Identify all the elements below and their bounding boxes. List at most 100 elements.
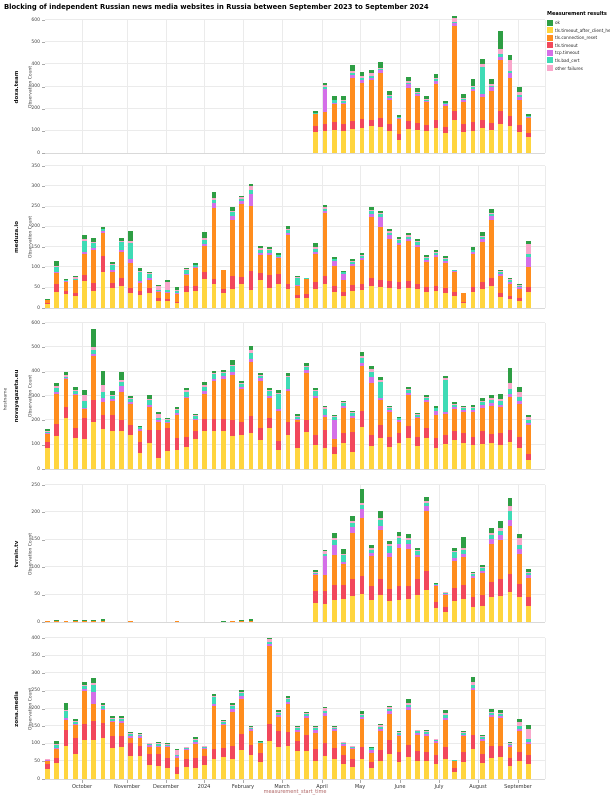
- y-tick-label: 150: [31, 537, 40, 543]
- legend-entry-tls-timeout-after-client-hello[interactable]: tls.timeout_after_client_hello: [547, 27, 610, 34]
- bar-segment-other-failures: [211, 695, 217, 698]
- bar-segment-ok: [174, 407, 180, 410]
- bar-segment-other-failures: [470, 249, 476, 251]
- bar-segment-tls-connection-reset: [331, 731, 337, 748]
- bar-segment-tls-timeout-after-client-hello: [415, 594, 420, 622]
- bar-segment-tls-timeout-after-client-hello: [489, 597, 494, 622]
- bar-segment-tls-timeout: [526, 755, 531, 765]
- bar-segment-tcp-timeout: [479, 239, 485, 242]
- bar-segment-tls-bad-cert: [507, 511, 513, 520]
- y-tick-mark: [42, 708, 45, 710]
- bar-segment-tls-timeout: [516, 436, 522, 448]
- bar-segment-tls-bad-cert: [368, 75, 374, 78]
- bar-segment-tcp-timeout: [276, 256, 282, 259]
- legend-entry-tls-timeout[interactable]: tls.timeout: [547, 42, 609, 49]
- bar-segment-other-failures: [257, 374, 263, 376]
- bar-segment-tcp-timeout: [72, 393, 78, 395]
- gridline-horizontal: [45, 322, 545, 323]
- bar-segment-tls-timeout: [516, 125, 522, 132]
- bar-segment-other-failures: [507, 742, 513, 744]
- bar-segment-tls-bad-cert: [202, 746, 208, 748]
- legend-entry-tcp-timeout[interactable]: tcp.timeout: [547, 49, 609, 56]
- gridline-vertical: [400, 166, 401, 308]
- x-tick-label: April: [316, 783, 328, 790]
- bar-segment-tcp-timeout: [415, 416, 420, 419]
- bar-segment-tls-timeout: [276, 273, 282, 284]
- bar-segment-tls-connection-reset: [72, 725, 78, 738]
- bar-segment-tls-timeout: [45, 302, 50, 304]
- bar-segment-other-failures: [331, 258, 337, 260]
- bar-segment-ok: [452, 547, 457, 551]
- bar-segment-tcp-timeout: [424, 506, 430, 511]
- bar-week-18: [211, 191, 217, 308]
- bar-segment-tls-timeout: [304, 293, 309, 298]
- bar-segment-ok: [526, 113, 531, 116]
- bar-segment-ok: [230, 703, 235, 705]
- bar-segment-ok: [433, 73, 439, 78]
- legend-entry-tls-bad-cert[interactable]: tls.bad_cert: [547, 57, 609, 64]
- bar-segment-tls-connection-reset: [405, 87, 411, 121]
- bar-week-44: [452, 15, 457, 153]
- bar-segment-ok: [285, 696, 291, 698]
- bar-segment-tls-timeout-after-client-hello: [82, 740, 87, 779]
- bar-segment-other-failures: [479, 64, 485, 67]
- bar-segment-tls-bad-cert: [304, 714, 309, 717]
- bar-segment-tls-connection-reset: [461, 736, 467, 753]
- bar-segment-other-failures: [405, 537, 411, 540]
- bar-segment-tls-timeout-after-client-hello: [479, 288, 485, 308]
- bar-segment-tcp-timeout: [526, 742, 531, 744]
- bar-segment-other-failures: [396, 732, 402, 734]
- bar-segment-tls-timeout-after-client-hello: [156, 458, 161, 469]
- bar-week-39: [405, 386, 411, 469]
- facet-label-tvrain.tv: tvrain.tv: [14, 540, 20, 567]
- bar-week-45: [461, 405, 467, 469]
- bar-segment-other-failures: [239, 197, 245, 199]
- bar-segment-tls-bad-cert: [516, 544, 522, 550]
- bar-segment-tls-timeout-after-client-hello: [128, 434, 134, 469]
- bar-segment-tls-timeout-after-client-hello: [220, 431, 226, 469]
- legend-entry-other-failures[interactable]: other failures: [547, 65, 609, 72]
- bar-segment-ok: [285, 226, 291, 229]
- bar-segment-tls-bad-cert: [109, 718, 115, 721]
- bar-segment-ok: [183, 746, 189, 748]
- bar-segment-tls-timeout: [45, 763, 50, 770]
- bar-segment-tls-bad-cert: [387, 407, 393, 410]
- bar-segment-tls-bad-cert: [442, 258, 448, 261]
- bar-week-15: [183, 388, 189, 469]
- bar-week-13: [165, 417, 171, 469]
- bar-segment-tls-connection-reset: [452, 561, 457, 588]
- bar-segment-tcp-timeout: [452, 271, 457, 273]
- bar-segment-tcp-timeout: [91, 247, 97, 250]
- facet-plot-novayagazeta.eu: [45, 322, 546, 470]
- bar-segment-tls-timeout-after-client-hello: [516, 131, 522, 153]
- bar-segment-tls-bad-cert: [498, 54, 504, 57]
- bar-segment-tls-connection-reset: [128, 404, 134, 425]
- bar-segment-tls-connection-reset: [82, 620, 87, 622]
- bar-segment-tls-timeout: [359, 283, 365, 290]
- bar-segment-tls-connection-reset: [415, 557, 420, 580]
- bar-segment-tcp-timeout: [322, 88, 328, 113]
- bar-segment-tls-timeout: [433, 285, 439, 291]
- bar-week-31: [331, 414, 337, 469]
- bar-segment-ok: [230, 620, 235, 622]
- legend-entry-tls-connection-reset[interactable]: tls.connection_reset: [547, 34, 609, 41]
- bar-segment-ok: [156, 411, 161, 415]
- bar-segment-tls-bad-cert: [82, 400, 87, 409]
- bar-segment-other-failures: [313, 571, 319, 573]
- bar-segment-tls-connection-reset: [100, 402, 106, 416]
- bar-segment-tls-connection-reset: [202, 749, 208, 757]
- bar-week-29: [313, 569, 319, 622]
- bar-segment-other-failures: [489, 711, 494, 714]
- legend-label: tls.timeout_after_client_hello: [555, 27, 610, 33]
- bar-segment-tcp-timeout: [91, 353, 97, 356]
- bar-segment-ok: [165, 743, 171, 744]
- bar-week-4: [82, 682, 87, 779]
- bar-segment-other-failures: [516, 284, 522, 286]
- bar-segment-tls-timeout: [341, 123, 346, 131]
- bar-segment-tcp-timeout: [396, 420, 402, 422]
- bar-segment-tls-timeout: [415, 750, 420, 761]
- legend-entry-ok[interactable]: ok: [547, 19, 609, 26]
- bar-segment-tls-timeout: [322, 276, 328, 285]
- bar-segment-other-failures: [72, 389, 78, 391]
- bar-segment-tls-timeout-after-client-hello: [405, 128, 411, 153]
